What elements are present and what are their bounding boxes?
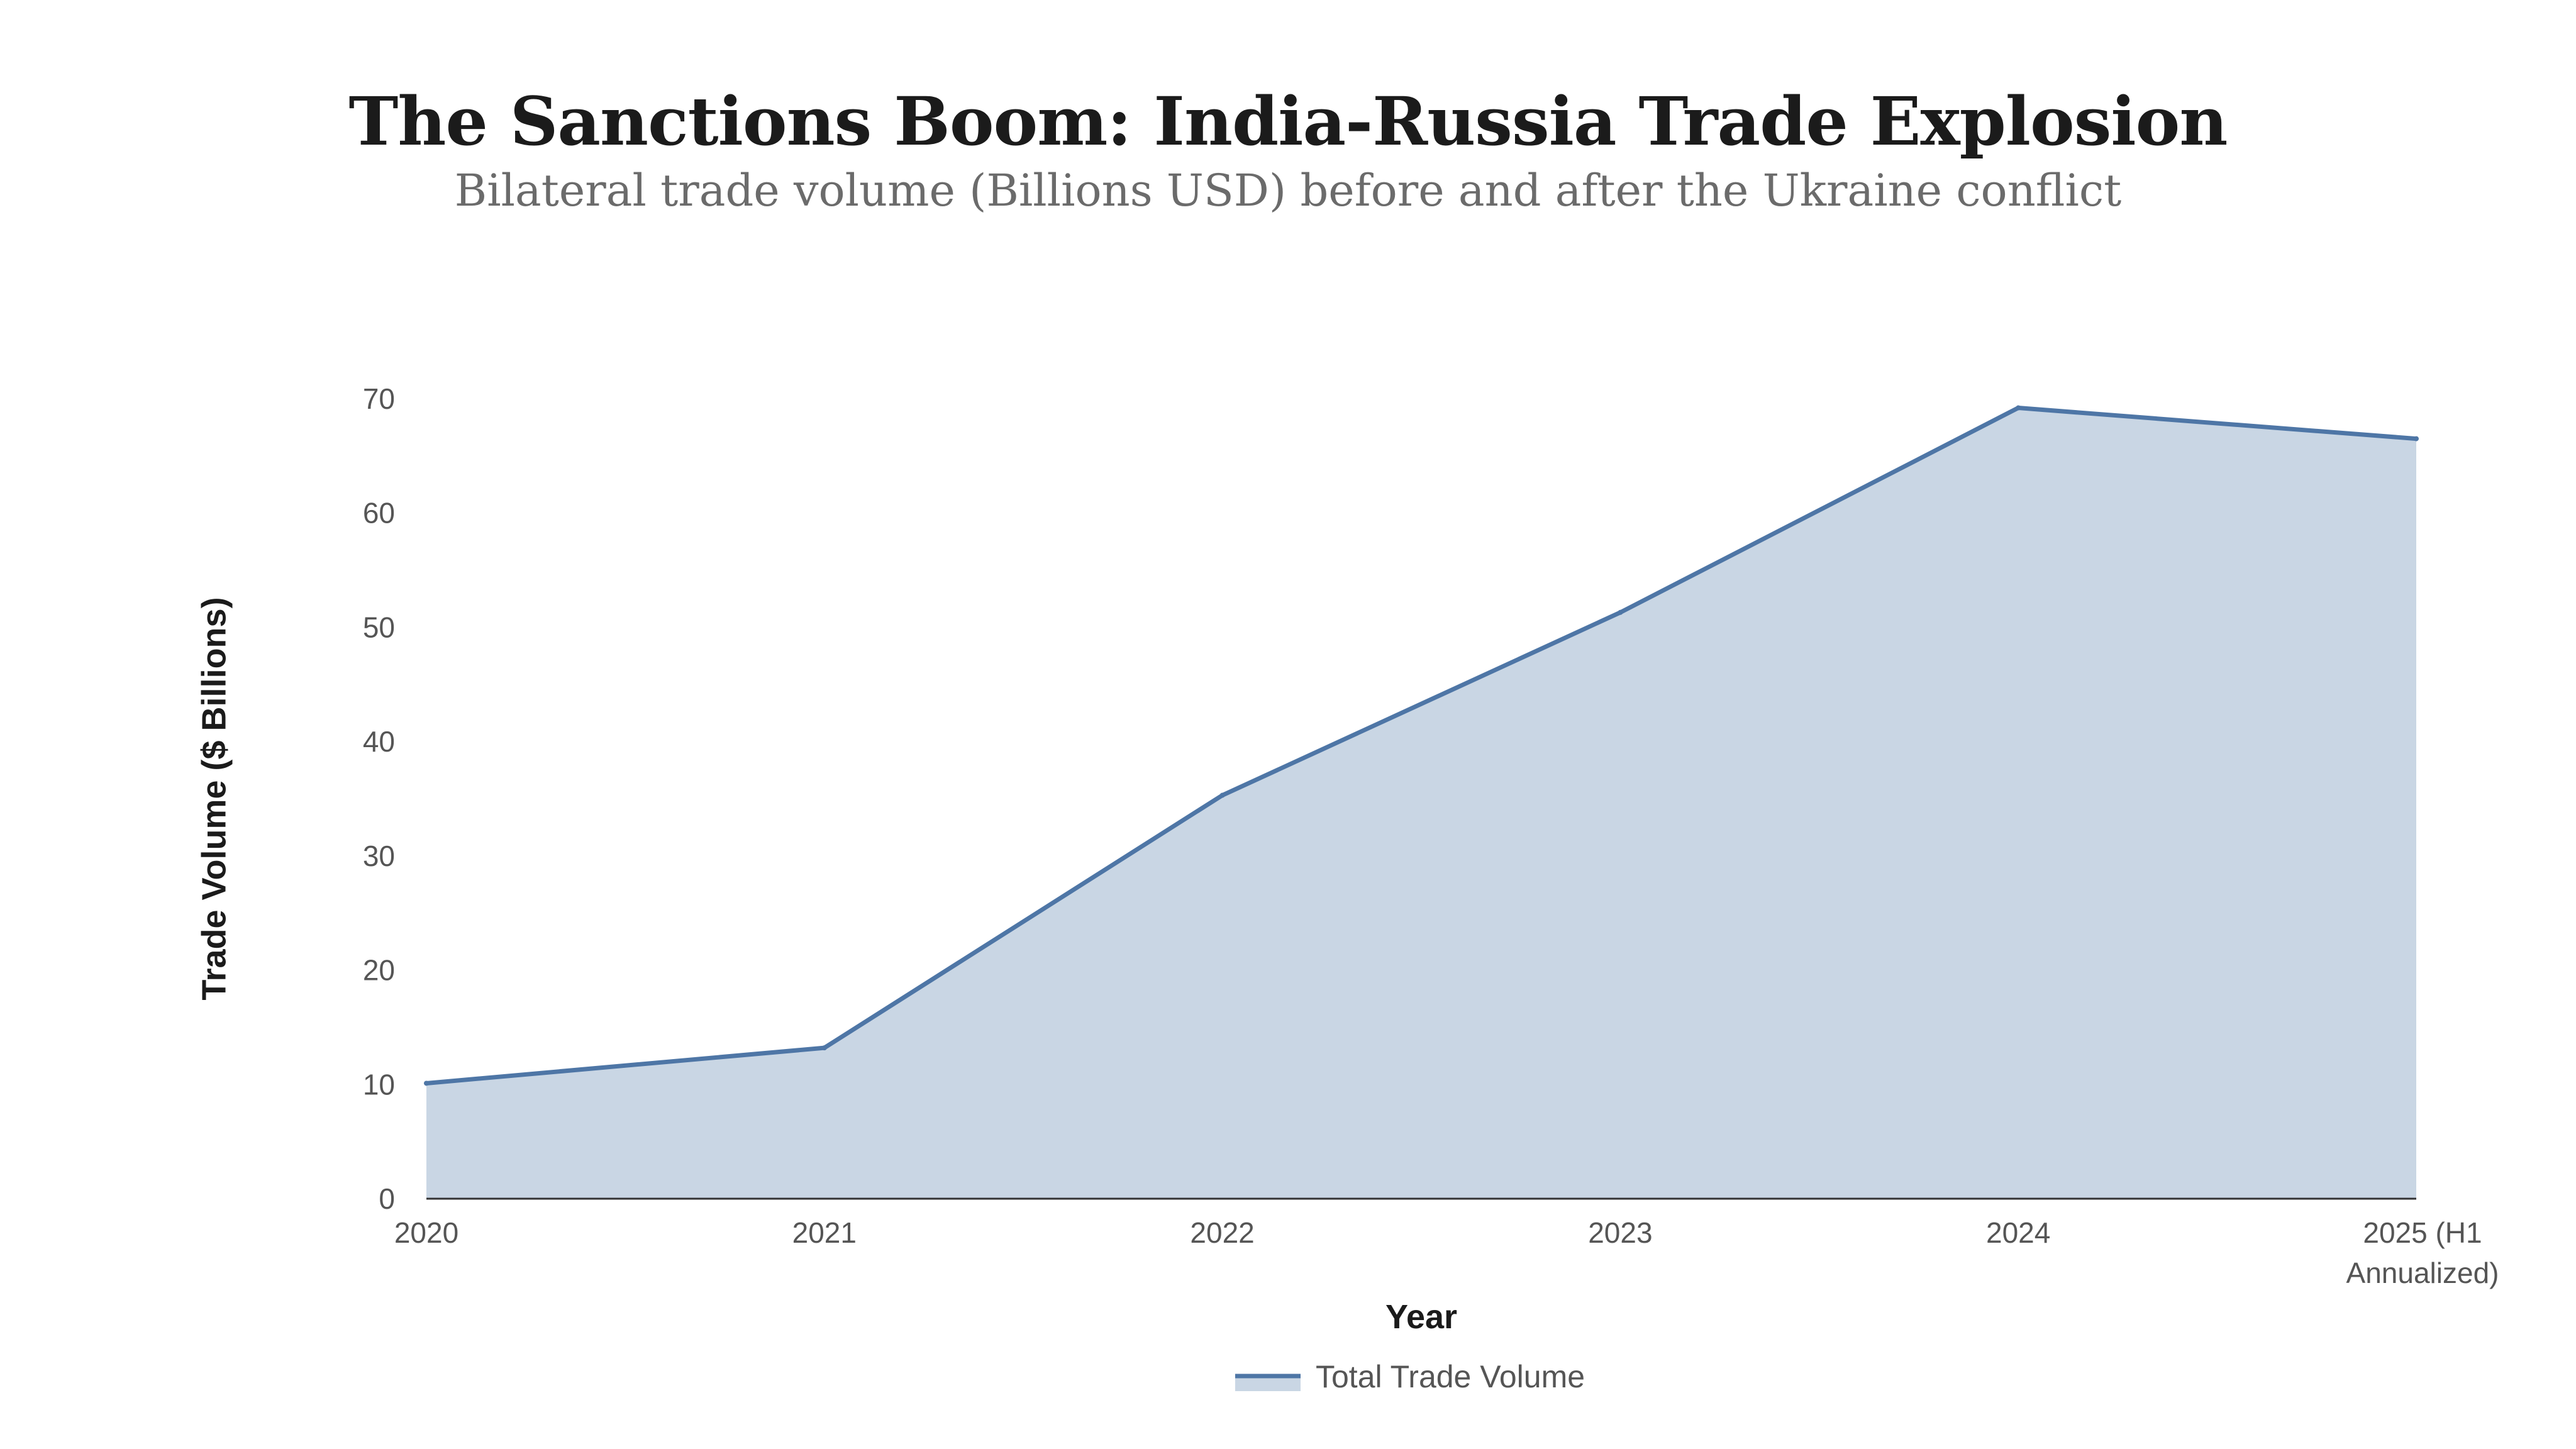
- x-tick-label: 2024: [1986, 1216, 2050, 1249]
- series-area-fill: [426, 408, 2416, 1199]
- data-point-2022: [1219, 792, 1225, 798]
- legend[interactable]: Total Trade Volume: [1235, 1359, 1585, 1394]
- legend-label: Total Trade Volume: [1316, 1359, 1585, 1394]
- legend-swatch-fill: [1235, 1376, 1301, 1391]
- plot-area: [424, 405, 2419, 1199]
- x-tick-label: 2021: [792, 1216, 857, 1249]
- data-point-2021: [821, 1045, 827, 1051]
- y-tick-label: 20: [363, 954, 395, 987]
- y-tick-label: 30: [363, 840, 395, 872]
- y-tick-label: 40: [363, 725, 395, 758]
- x-tick-label: 2022: [1190, 1216, 1254, 1249]
- chart-title: The Sanctions Boom: India-Russia Trade E…: [348, 82, 2228, 160]
- series-line: [424, 406, 2419, 1085]
- data-point-2025-h1-annualized-: [2414, 436, 2419, 441]
- y-tick-label: 70: [363, 382, 395, 415]
- chart-subtitle: Bilateral trade volume (Billions USD) be…: [454, 165, 2122, 216]
- x-axis: 2020 2021 2022 2023 2024 2025 (H1 Annualized): [394, 1197, 2499, 1289]
- x-axis-title: Year: [1385, 1298, 1457, 1336]
- y-tick-label: 0: [379, 1182, 395, 1215]
- y-tick-label: 60: [363, 497, 395, 530]
- y-axis: 0 10 20 30 40 50 60 70: [363, 382, 395, 1215]
- y-tick-label: 10: [363, 1068, 395, 1101]
- x-tick-label: 2025 (H1 Annualized): [2346, 1216, 2499, 1289]
- data-point-2023: [1618, 609, 1623, 615]
- data-point-2024: [2016, 405, 2021, 411]
- x-tick-label: 2020: [394, 1216, 458, 1249]
- y-axis-title: Trade Volume ($ Billions): [195, 597, 233, 1000]
- data-point-2020: [424, 1080, 429, 1086]
- y-tick-label: 50: [363, 611, 395, 643]
- x-tick-label: 2023: [1588, 1216, 1652, 1249]
